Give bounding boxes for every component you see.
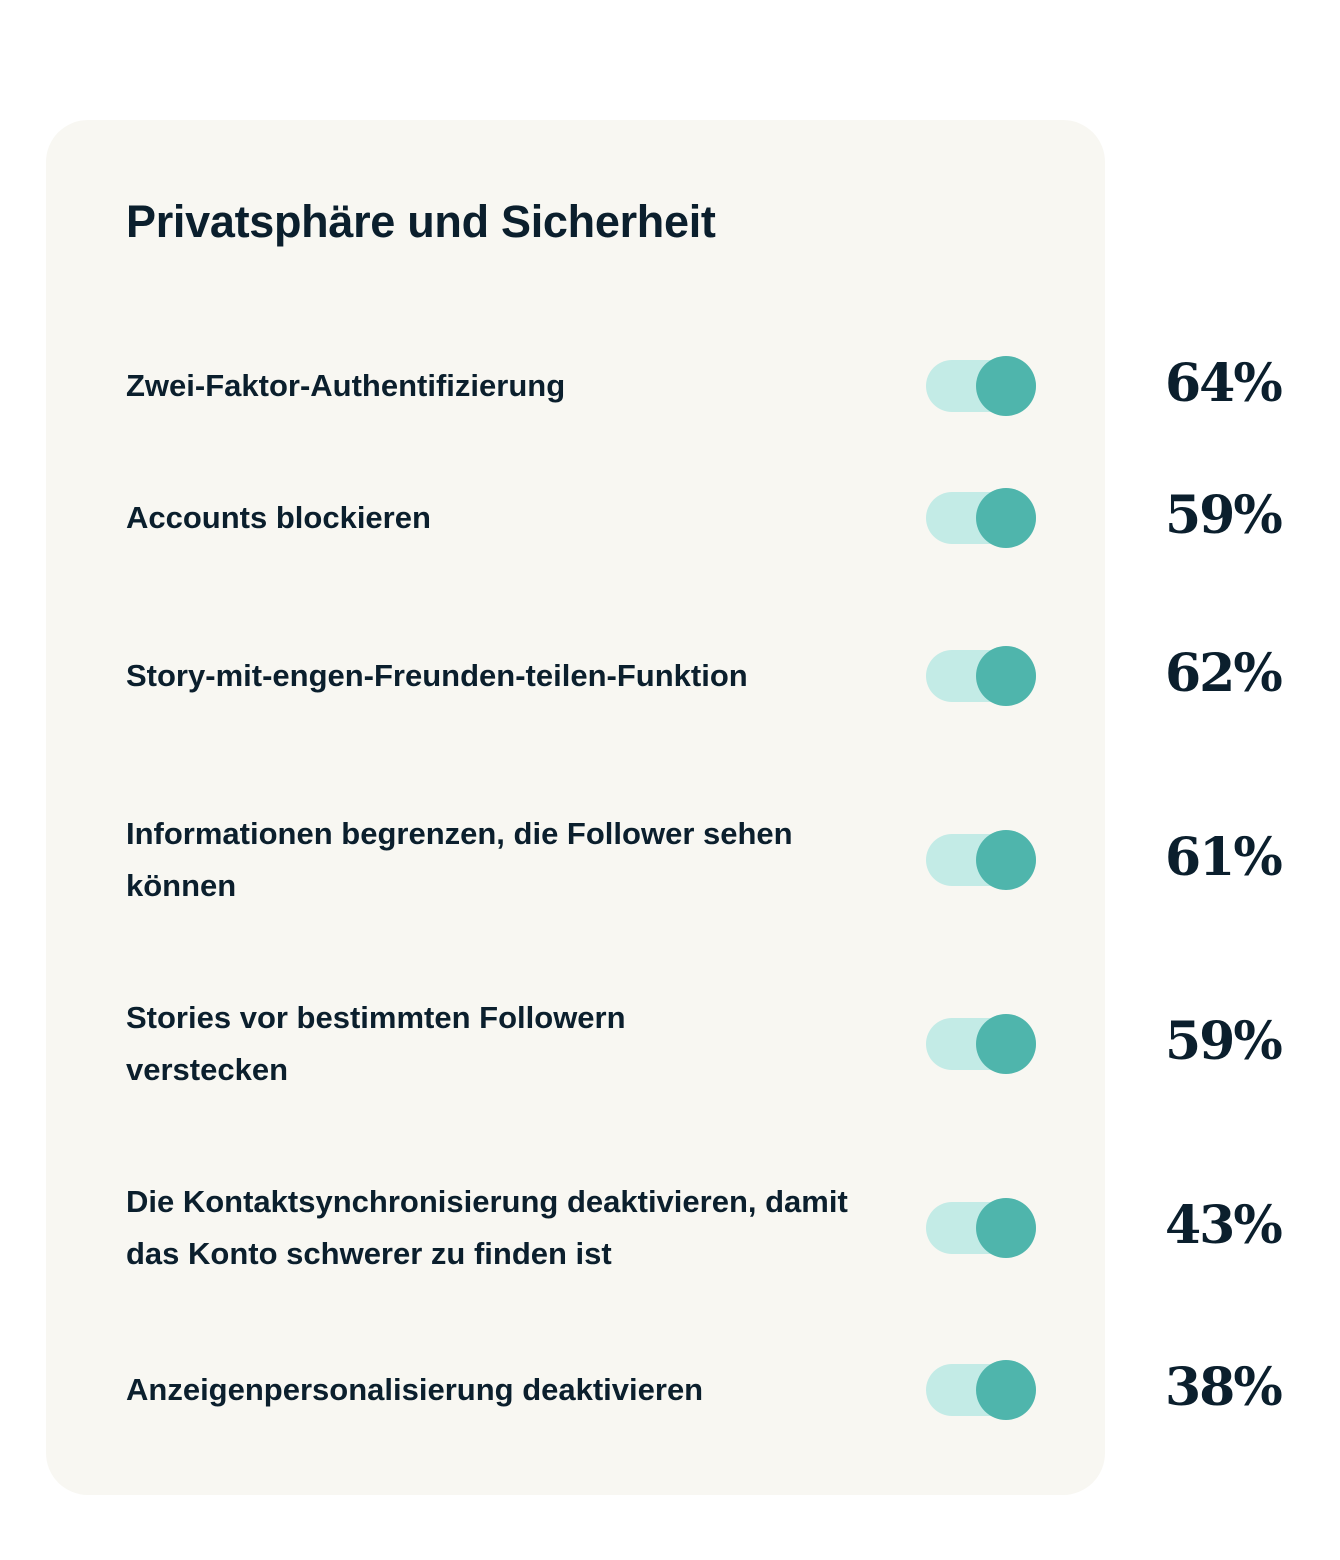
setting-toggle[interactable]	[926, 356, 1036, 416]
toggle-knob	[976, 1198, 1036, 1258]
setting-label: Accounts blockieren	[126, 500, 431, 535]
toggle-knob	[976, 646, 1036, 706]
setting-percent: 59%	[1165, 1011, 1283, 1072]
setting-label: Anzeigenpersonalisierung deaktivieren	[126, 1372, 704, 1407]
toggle-knob	[976, 1360, 1036, 1420]
setting-toggle[interactable]	[926, 1014, 1036, 1074]
toggle-knob	[976, 830, 1036, 890]
privacy-settings-card	[46, 120, 1105, 1495]
toggle-knob	[976, 1014, 1036, 1074]
setting-percent: 61%	[1165, 827, 1283, 888]
setting-percent: 43%	[1165, 1195, 1283, 1256]
setting-percent: 62%	[1165, 643, 1283, 704]
setting-percent: 64%	[1165, 353, 1283, 414]
toggle-knob	[976, 488, 1036, 548]
setting-label: Informationen begrenzen, die Follower se…	[126, 816, 793, 903]
card-title: Privatsphäre und Sicherheit	[126, 196, 716, 247]
setting-label: Stories vor bestimmten Followern verstec…	[126, 1000, 626, 1087]
setting-percent: 59%	[1165, 485, 1283, 546]
toggle-knob	[976, 356, 1036, 416]
setting-toggle[interactable]	[926, 646, 1036, 706]
setting-toggle[interactable]	[926, 830, 1036, 890]
setting-label: Story-mit-engen-Freunden-teilen-Funktion	[126, 658, 748, 693]
setting-percent: 38%	[1165, 1357, 1283, 1418]
setting-toggle[interactable]	[926, 1198, 1036, 1258]
setting-label: Zwei-Faktor-Authentifizierung	[126, 368, 566, 403]
setting-label: Die Kontaktsynchronisierung deaktivieren…	[126, 1184, 848, 1271]
setting-toggle[interactable]	[926, 488, 1036, 548]
setting-toggle[interactable]	[926, 1360, 1036, 1420]
